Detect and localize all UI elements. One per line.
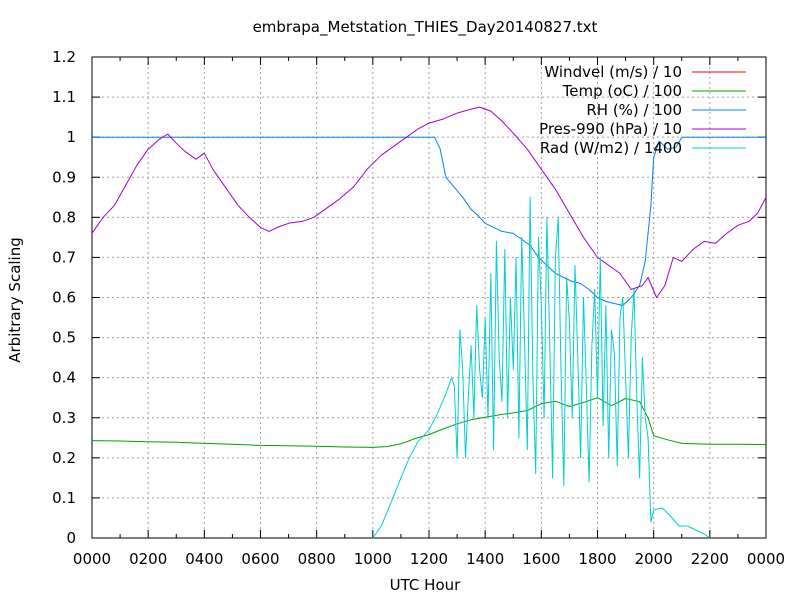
legend-label: Windvel (m/s) / 10 — [544, 63, 682, 81]
y-tick-label: 0.5 — [52, 329, 76, 347]
y-tick-label: 0.6 — [52, 289, 76, 307]
y-tick-label: 1.2 — [52, 48, 76, 66]
y-tick-label: 1 — [66, 128, 76, 146]
series-line — [91, 106, 767, 298]
x-tick-label: 0400 — [185, 550, 223, 568]
x-tick-label: 2000 — [635, 550, 673, 568]
x-tick-label: 0200 — [129, 550, 167, 568]
x-tick-label: 1800 — [578, 550, 616, 568]
x-tick-label: 0600 — [241, 550, 279, 568]
legend-label: Rad (W/m2) / 1400 — [540, 139, 682, 157]
x-tick-label: 0000 — [73, 550, 111, 568]
series-line — [92, 136, 766, 306]
y-tick-label: 0.2 — [52, 449, 76, 467]
y-tick-label: 0.1 — [52, 489, 76, 507]
y-tick-label: 0.8 — [52, 208, 76, 226]
legend-label: RH (%) / 100 — [586, 101, 682, 119]
legend-label: Temp (oC) / 100 — [562, 82, 682, 100]
x-tick-label: 2200 — [691, 550, 729, 568]
x-tick-label: 1400 — [466, 550, 504, 568]
y-axis-label: Arbitrary Scaling — [6, 237, 24, 363]
x-tick-label: 0000 — [747, 550, 785, 568]
y-tick-label: 0.4 — [52, 369, 76, 387]
x-tick-label: 1200 — [410, 550, 448, 568]
x-tick-label: 0800 — [298, 550, 336, 568]
y-tick-label: 0.3 — [52, 409, 76, 427]
y-tick-label: 0.7 — [52, 248, 76, 266]
y-tick-label: 0 — [66, 529, 76, 547]
series-line — [91, 397, 767, 448]
x-tick-label: 1000 — [354, 550, 392, 568]
chart-title: embrapa_Metstation_THIES_Day20140827.txt — [253, 18, 598, 37]
series-layer — [91, 106, 767, 539]
axes: 0 0.1 0.2 0.3 0.4 0.5 0.6 0.7 0.8 0.9 1 1.1 1.2 0000 0… — [52, 48, 785, 568]
x-tick-label: 1600 — [522, 550, 560, 568]
plot-border — [91, 56, 767, 539]
x-axis-label: UTC Hour — [390, 576, 461, 594]
legend-label: Pres-990 (hPa) / 10 — [539, 120, 682, 138]
y-tick-label: 0.9 — [52, 168, 76, 186]
y-tick-label: 1.1 — [52, 88, 76, 106]
series-line — [372, 196, 711, 539]
